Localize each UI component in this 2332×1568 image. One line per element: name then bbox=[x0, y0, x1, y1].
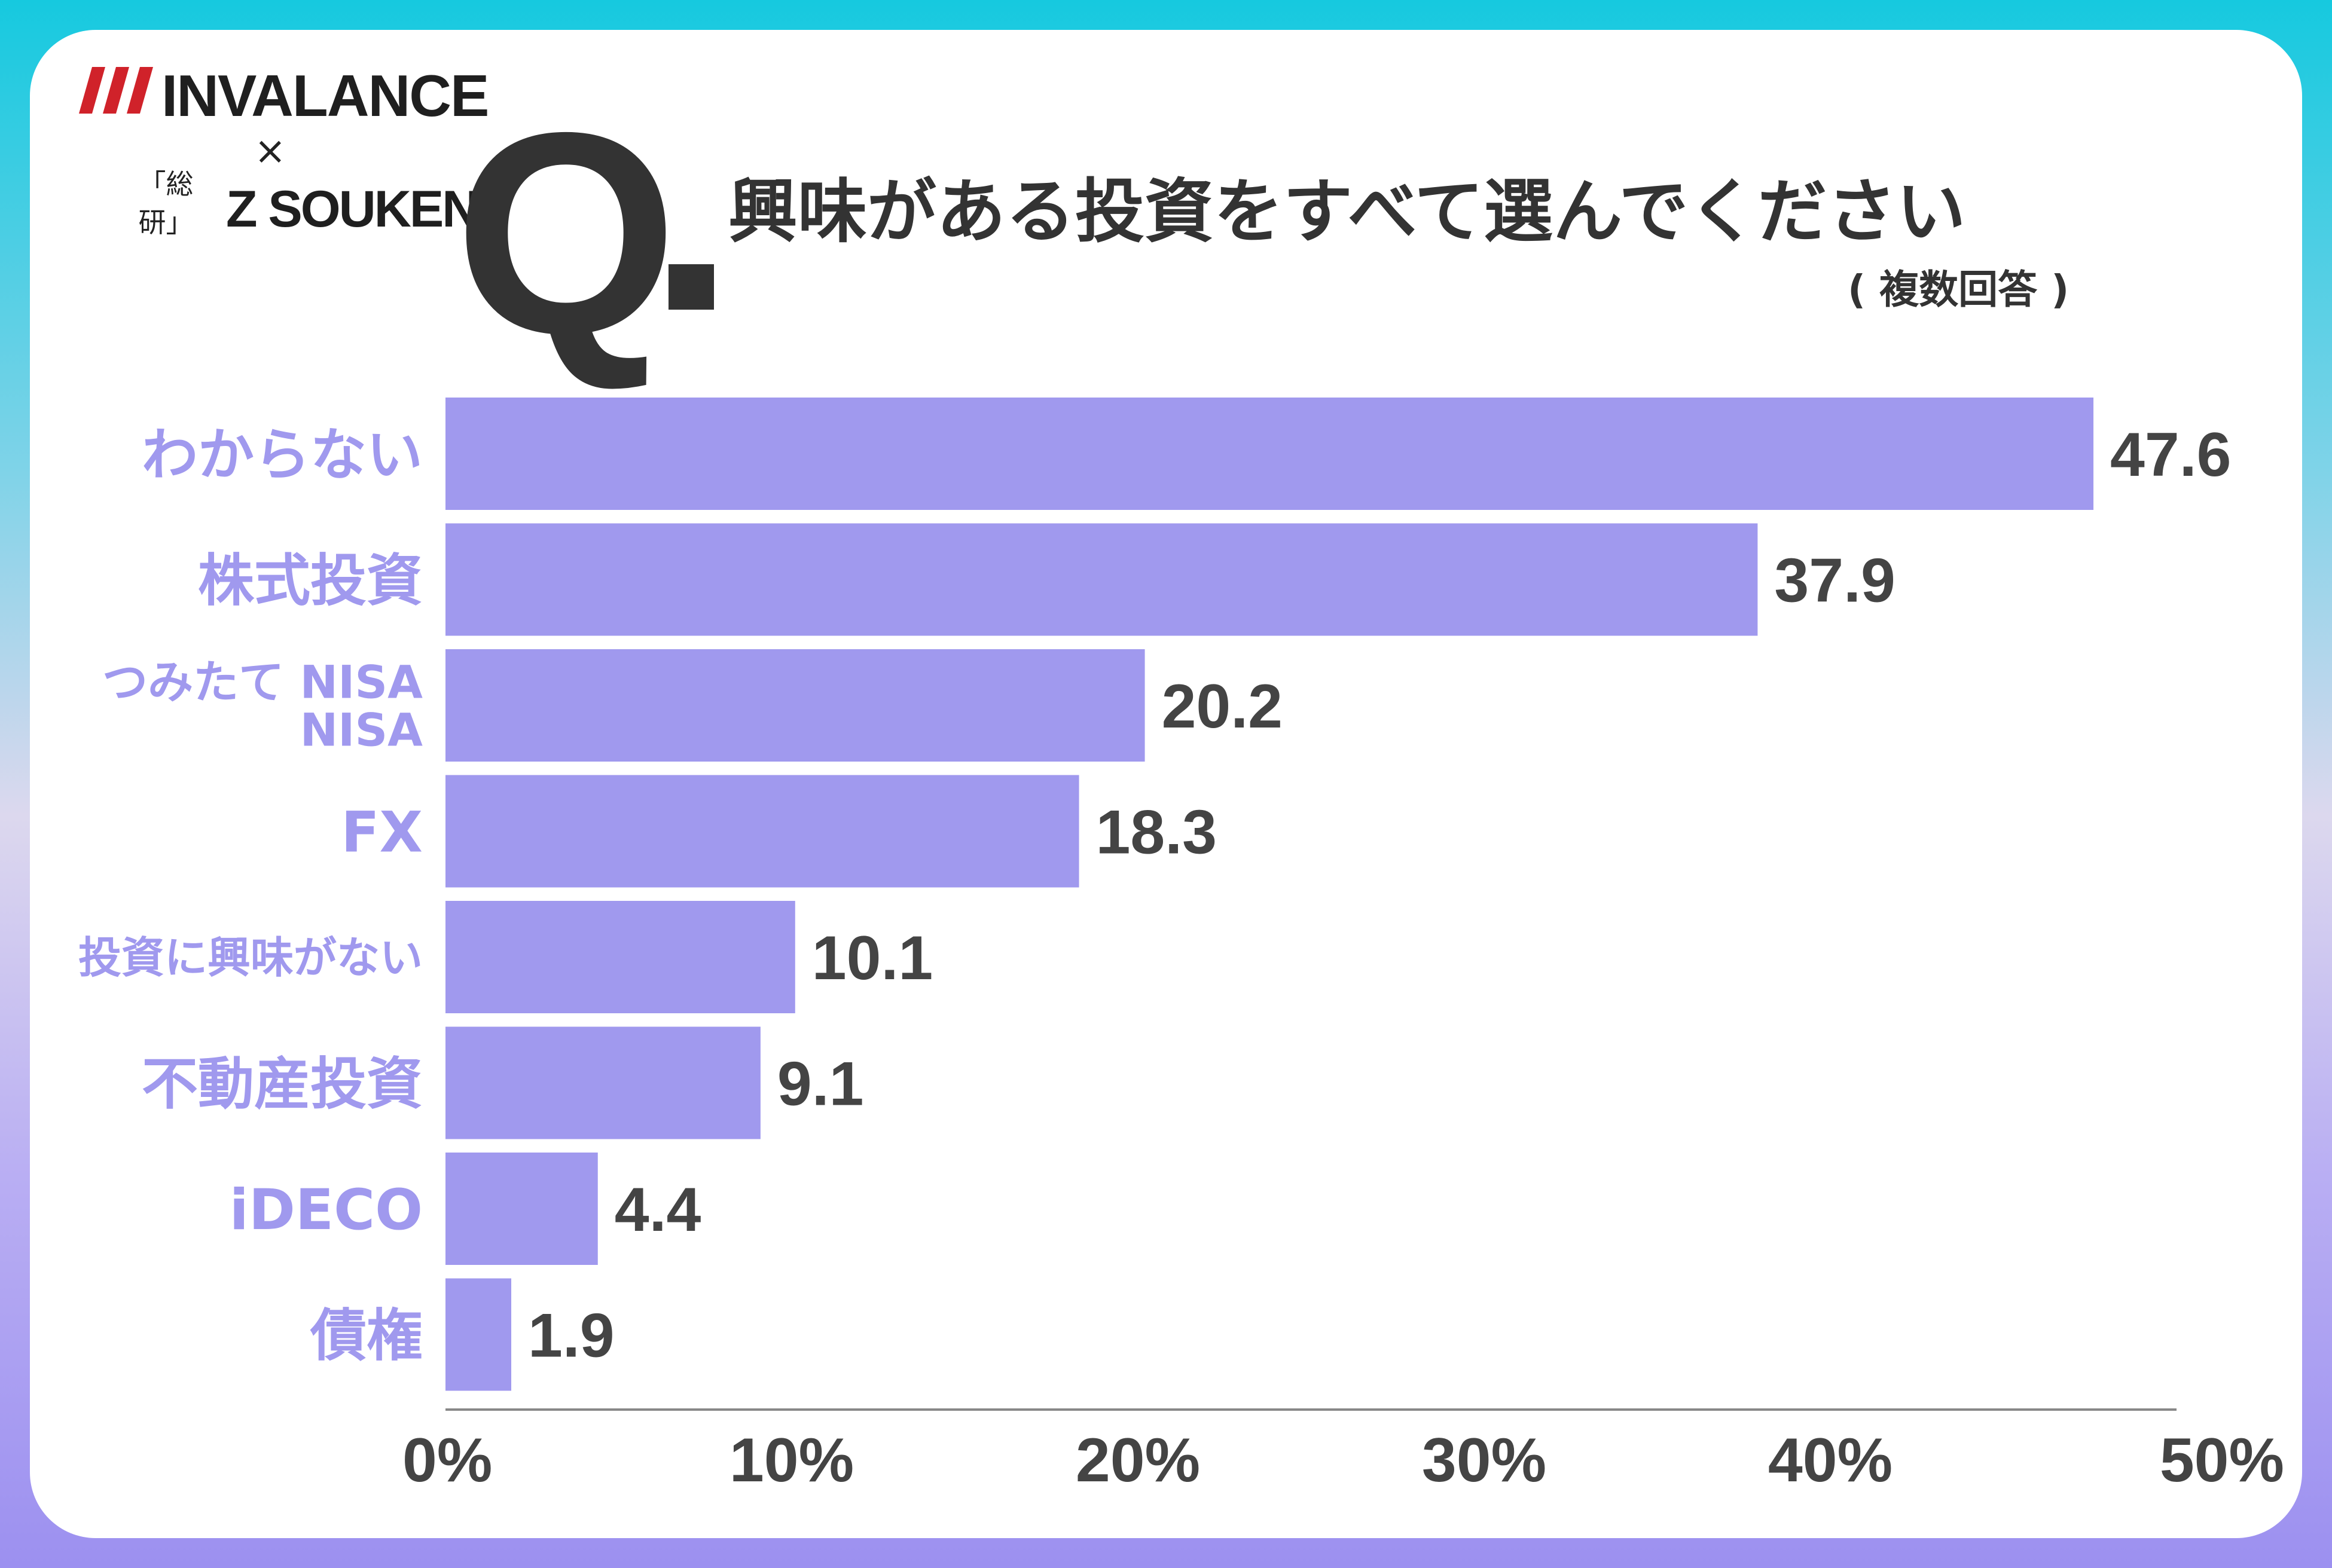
bar bbox=[445, 775, 1079, 888]
category-label: つみたて NISA bbox=[102, 655, 423, 708]
value-label: 37.9 bbox=[1774, 546, 1895, 616]
invalance-logo: INVALANCE bbox=[161, 63, 489, 129]
value-label: 1.9 bbox=[528, 1301, 615, 1371]
value-label: 10.1 bbox=[812, 924, 933, 993]
bar bbox=[445, 649, 1145, 762]
category-label: 投資に興味がない bbox=[78, 933, 423, 983]
x-tick-label: 40% bbox=[1768, 1426, 1893, 1495]
question-title: 興味がある投資をすべて選んでください bbox=[728, 172, 1966, 252]
souken-mark-top: 「総 bbox=[138, 168, 194, 200]
value-label: 20.2 bbox=[1162, 672, 1283, 741]
value-label: 47.6 bbox=[2110, 420, 2231, 490]
value-label: 9.1 bbox=[777, 1050, 864, 1119]
category-label: FX bbox=[341, 800, 423, 865]
bar bbox=[445, 901, 795, 1013]
question-mark-dot bbox=[669, 264, 714, 310]
zsouken-logo: Z SOUKEN bbox=[226, 181, 479, 238]
x-tick-label: 50% bbox=[2160, 1426, 2284, 1495]
x-tick-label: 20% bbox=[1076, 1426, 1200, 1495]
question-mark-letter: Q bbox=[454, 72, 677, 393]
category-label: 株式投資 bbox=[198, 548, 423, 613]
value-label: 4.4 bbox=[615, 1175, 701, 1245]
bar bbox=[445, 398, 2094, 510]
bar bbox=[445, 523, 1758, 636]
souken-mark-bottom: 研」 bbox=[138, 206, 194, 239]
x-tick-label: 0% bbox=[402, 1426, 492, 1495]
souken-mark-icon: 「総 研」 bbox=[123, 164, 209, 248]
category-label: わからない bbox=[142, 423, 423, 488]
bar bbox=[445, 1153, 598, 1265]
bar bbox=[445, 1278, 512, 1391]
category-label: 債権 bbox=[310, 1303, 423, 1368]
bar bbox=[445, 1026, 761, 1139]
card-panel bbox=[30, 30, 2302, 1538]
category-label: 不動産投資 bbox=[142, 1052, 423, 1117]
invalance-slash-logo-icon bbox=[79, 67, 153, 114]
value-label: 18.3 bbox=[1096, 798, 1217, 867]
category-label: NISA bbox=[300, 703, 423, 756]
x-tick-label: 30% bbox=[1422, 1426, 1546, 1495]
question-note: ( 複数回答 ) bbox=[1848, 267, 2070, 313]
category-label: iDECO bbox=[230, 1178, 423, 1243]
collab-times-sign: × bbox=[254, 129, 286, 173]
x-tick-label: 10% bbox=[729, 1426, 854, 1495]
